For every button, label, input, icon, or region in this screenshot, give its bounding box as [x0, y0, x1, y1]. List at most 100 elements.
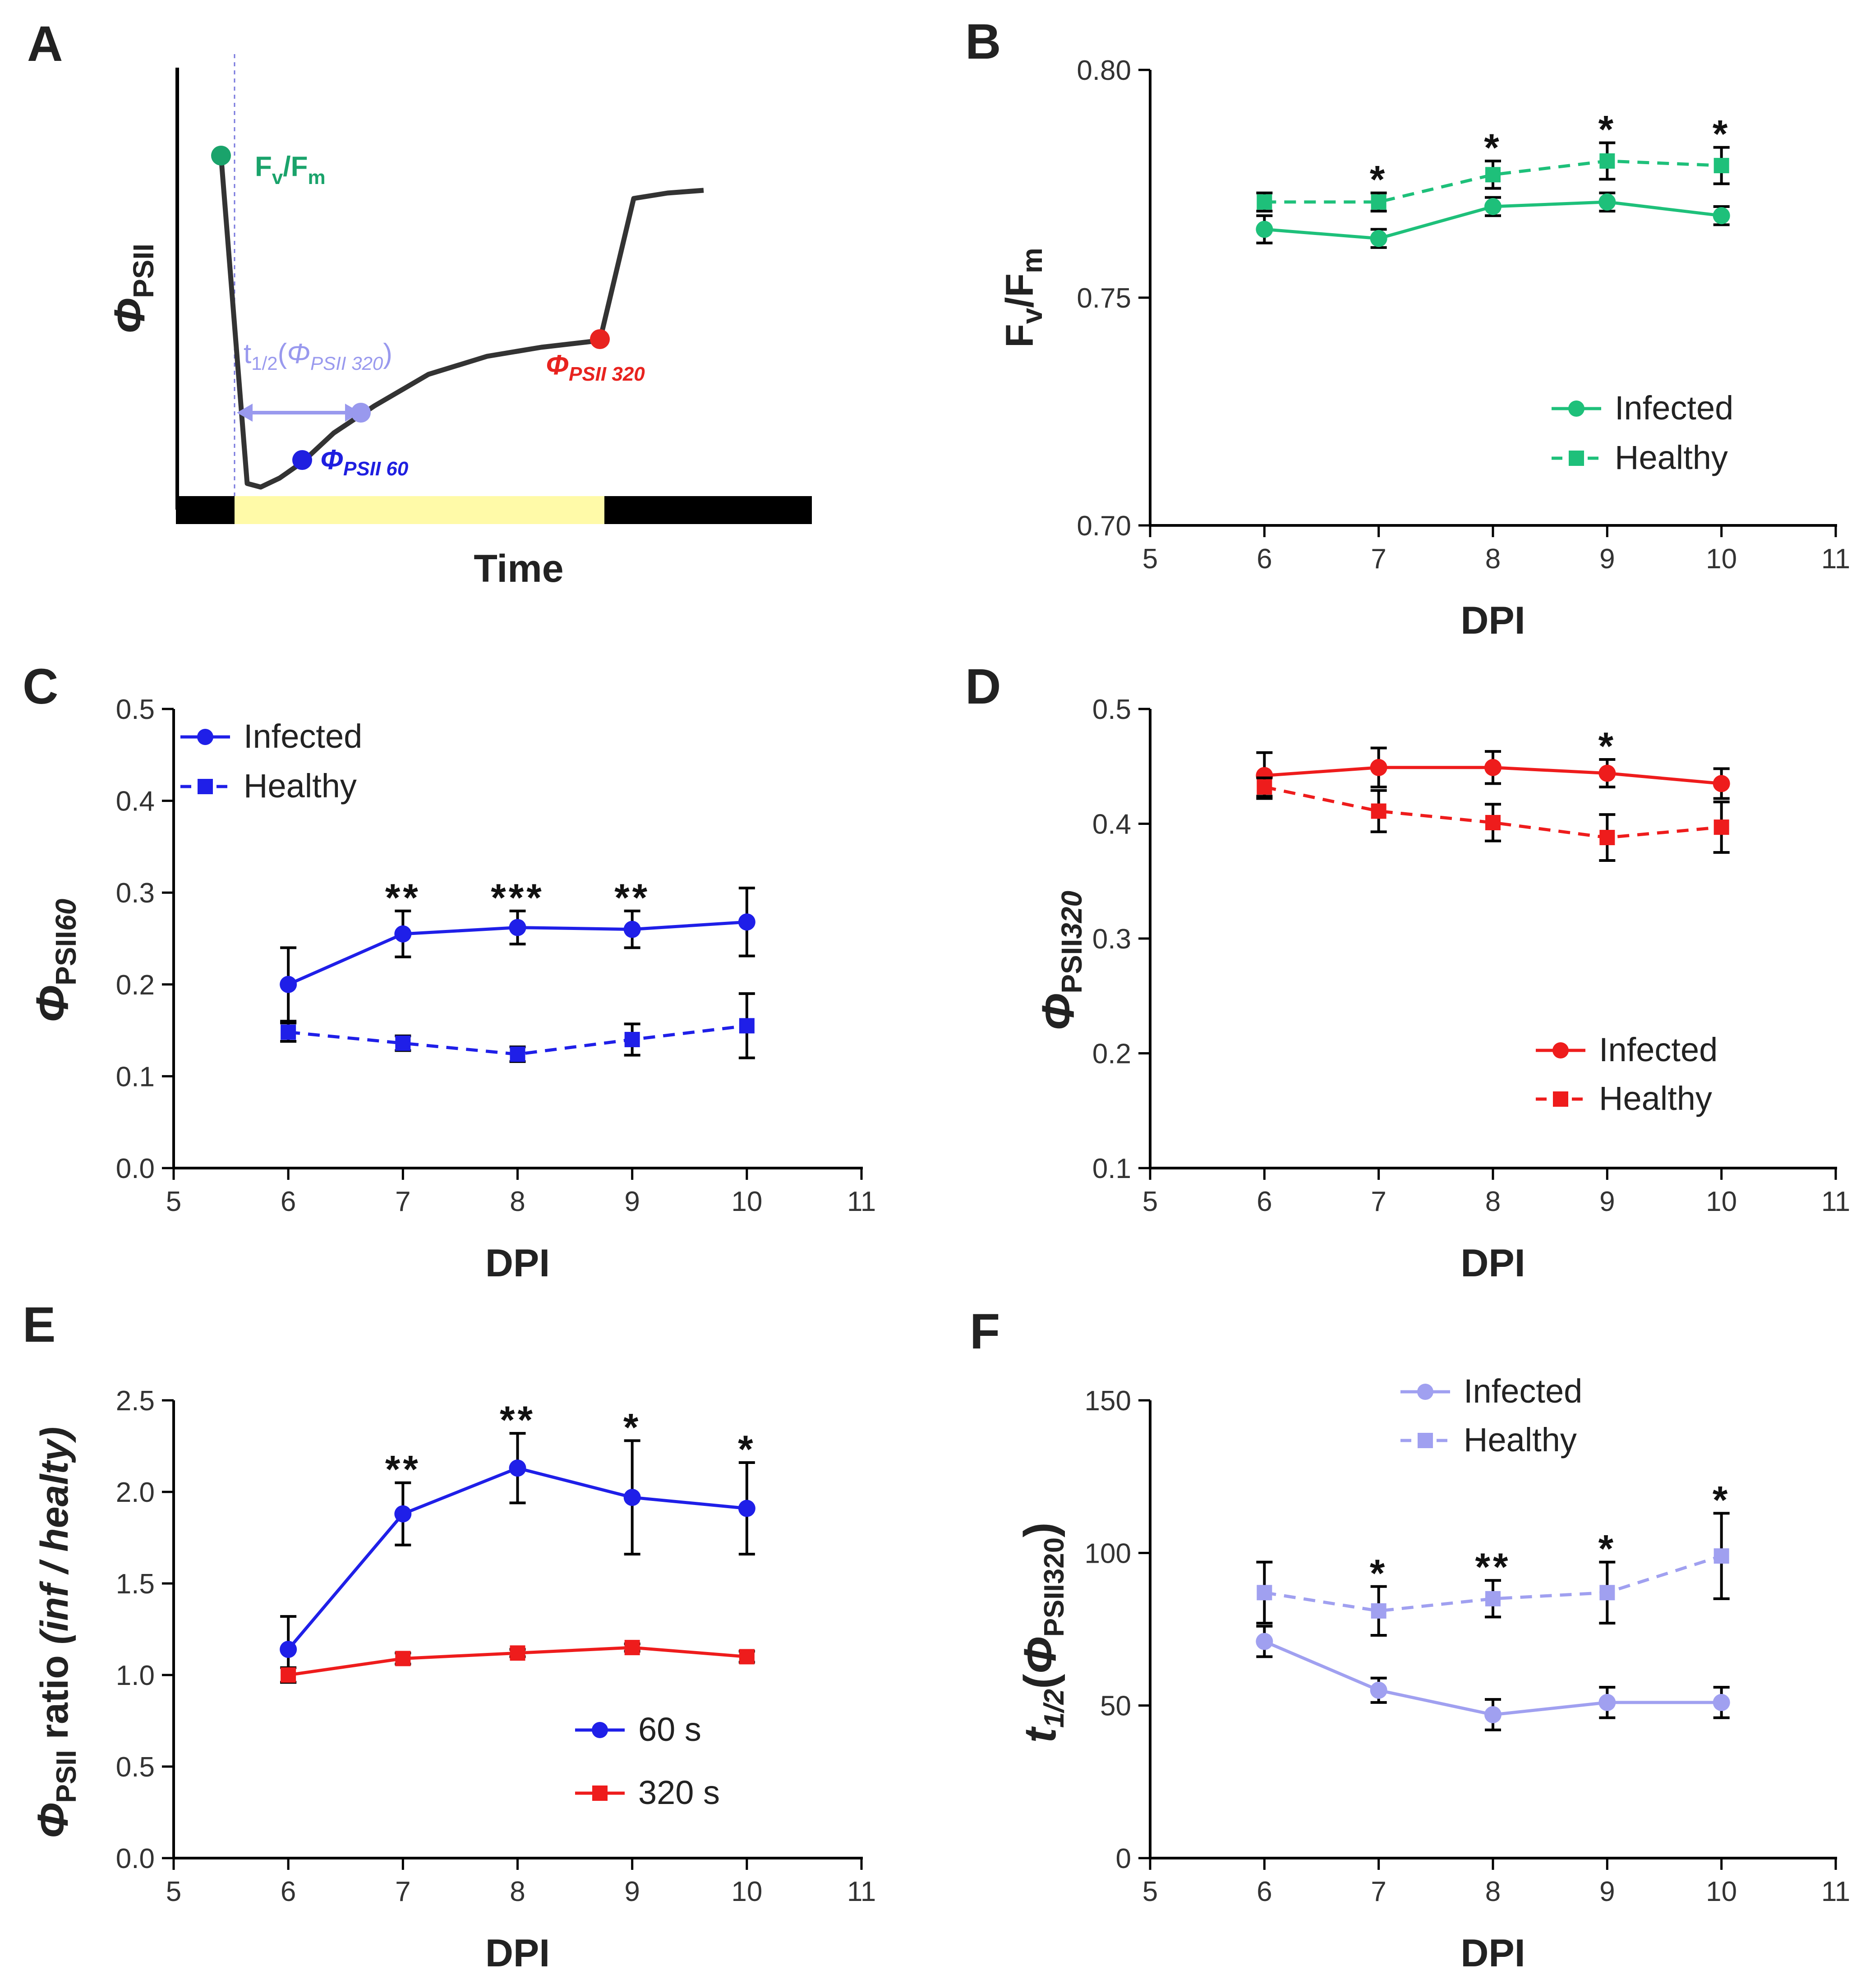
panel-b-legend-label: Healthy: [1615, 439, 1728, 476]
panel-d-y-tick-label: 0.5: [1092, 694, 1131, 725]
panel-f-letter: F: [970, 1304, 1000, 1359]
panel-c-point: [509, 919, 526, 936]
panel-f-point: [1256, 1633, 1273, 1650]
panel-e-point: [623, 1489, 641, 1506]
panel-d-x-tick-label: 9: [1599, 1186, 1615, 1217]
panel-b-y-title: Fv/Fm: [998, 248, 1048, 347]
panel-d-x-tick-label: 5: [1142, 1186, 1158, 1217]
panel-b-y-title-slash: /F: [998, 273, 1041, 308]
panel-b-legend-marker: [1569, 451, 1584, 466]
panel-c-y-title-phi: Φ: [27, 985, 78, 1022]
panel-e-letter: E: [23, 1297, 55, 1353]
panel-b-significance-label: *: [1484, 126, 1502, 170]
panel-c-series-line-healthy: [288, 1024, 747, 1056]
panel-e-legend-label: 60 s: [638, 1711, 701, 1748]
panel-e-y-title-ratio: ratio: [33, 1644, 76, 1750]
panel-c-legend-label: Healthy: [244, 767, 357, 805]
panel-d-y-tick-label: 0.1: [1092, 1153, 1131, 1184]
panel-e-y-tick-label: 0.0: [116, 1843, 155, 1874]
panel-c-y-tick-label: 0.1: [116, 1061, 155, 1092]
panel-e-point: [395, 1651, 411, 1666]
panel-b-x-tick-label: 8: [1485, 543, 1501, 575]
panel-c-significance-label: **: [385, 876, 421, 920]
panel-c-point: [623, 920, 641, 938]
panel-a-fvfm-v: v: [272, 166, 283, 189]
panel-a-t-half-point: [351, 403, 371, 423]
panel-d-point: [1599, 830, 1615, 846]
panel-e-x-tick-label: 6: [281, 1876, 296, 1907]
panel-f-point: [1370, 1681, 1387, 1699]
panel-b-plot: 5 6 7 8 9 10 11 0.70 0.75 0.80 DPI Infected Healthy *…: [1077, 55, 1850, 642]
panel-f-y-title: t1/2(ΦPSII320): [1015, 1523, 1070, 1743]
panel-d-y-title-phi: Φ: [1033, 994, 1083, 1031]
panel-c-point: [624, 1031, 640, 1047]
panel-c-y-tick-label: 0.0: [116, 1153, 155, 1184]
panel-d-point: [1713, 819, 1729, 835]
panel-c-x-title: DPI: [485, 1242, 550, 1285]
panel-d-significance-label: *: [1598, 725, 1616, 768]
panel-f-legend-marker: [1418, 1433, 1433, 1448]
panel-c-point: [739, 1018, 755, 1034]
panel-a-dark-bar-right: [604, 496, 812, 524]
panel-e-point: [738, 1500, 755, 1517]
panel-b-series-line-healthy: [1264, 159, 1722, 204]
panel-c-point: [395, 1035, 411, 1051]
panel-c-point: [280, 976, 297, 993]
panel-e-x-title: DPI: [485, 1932, 550, 1975]
panel-c-y-title-psii: PSII: [50, 931, 82, 985]
panel-f-point: [1485, 1591, 1501, 1606]
panel-c-significance-label: ***: [491, 876, 544, 920]
panel-f-y-title-phi: Φ: [1015, 1637, 1065, 1674]
panel-c-point: [738, 913, 755, 931]
panel-b-point: [1598, 193, 1616, 211]
panel-c-y-title-60: 60: [50, 899, 82, 931]
panel-b-y-title-f: F: [998, 324, 1041, 348]
panel-c-legend-label: Infected: [244, 718, 362, 755]
panel-a-t-half-label: t1/2(ΦPSII 320): [244, 338, 392, 374]
panel-e-significance-label: *: [623, 1406, 641, 1449]
panel-f-x-tick-label: 5: [1142, 1876, 1158, 1907]
panel-f-legend-label: Healthy: [1464, 1421, 1577, 1459]
panel-d: D 5 6 7 8 9 10 11 0.1 0.2 0.3 0.4 0.5 DPI Infected Hea…: [965, 659, 1850, 1285]
panel-c-y-tick-label: 0.2: [116, 970, 155, 1001]
panel-d-legend-label: Healthy: [1599, 1080, 1712, 1117]
panel-c-significance-label: **: [614, 876, 650, 920]
panel-b-point: [1599, 153, 1615, 169]
panel-c-plot: 5 6 7 8 9 10 11 0.0 0.1 0.2 0.3 0.4 0.5 DPI Infected He…: [116, 694, 876, 1285]
panel-f-point: [1598, 1693, 1616, 1711]
panel-d-y-title-320: 320: [1055, 891, 1088, 939]
panel-e-legend-label: 320 s: [638, 1774, 720, 1811]
panel-f-x-tick-label: 10: [1706, 1876, 1737, 1907]
panel-d-y-tick-label: 0.2: [1092, 1039, 1131, 1070]
panel-f-y-tick-label: 50: [1100, 1691, 1131, 1722]
panel-d-point: [1370, 759, 1387, 776]
panel-a-t-half-phi: Φ: [287, 338, 310, 369]
panel-c-x-tick-label: 6: [281, 1186, 296, 1217]
panel-f-significance-label: *: [1713, 1478, 1730, 1522]
panel-e-significance-label: **: [500, 1399, 535, 1442]
panel-f-y-title-open: (: [1015, 1674, 1065, 1689]
panel-b-letter: B: [965, 14, 1001, 69]
panel-b-point: [1713, 158, 1729, 174]
panel-c-x-tick-label: 11: [847, 1186, 876, 1217]
panel-f-y-title-t: t: [1015, 1726, 1065, 1743]
panel-a-dark-bar-left: [176, 496, 235, 524]
panel-a-x-title: Time: [474, 547, 563, 590]
panel-c-x-tick-label: 9: [624, 1186, 640, 1217]
panel-f-point: [1257, 1585, 1272, 1601]
panel-a-t-half-close: ): [383, 338, 392, 369]
panel-e-x-tick-label: 8: [510, 1876, 525, 1907]
panel-d-plot: 5 6 7 8 9 10 11 0.1 0.2 0.3 0.4 0.5 DPI Infected Healt…: [1092, 694, 1850, 1285]
panel-a-y-title-phi: Φ: [106, 298, 154, 334]
panel-c-letter: C: [23, 659, 58, 714]
panel-b-point: [1484, 198, 1502, 215]
panel-f-y-title-psii: PSII320: [1039, 1537, 1070, 1637]
panel-e-x-tick-label: 7: [395, 1876, 410, 1907]
panel-f-x-tick-label: 8: [1485, 1876, 1501, 1907]
panel-b-y-title-v: v: [1016, 308, 1048, 324]
panel-f-significance-label: **: [1475, 1546, 1511, 1589]
panel-a-y-title: ΦPSII: [106, 244, 160, 334]
panel-d-point: [1484, 759, 1502, 776]
